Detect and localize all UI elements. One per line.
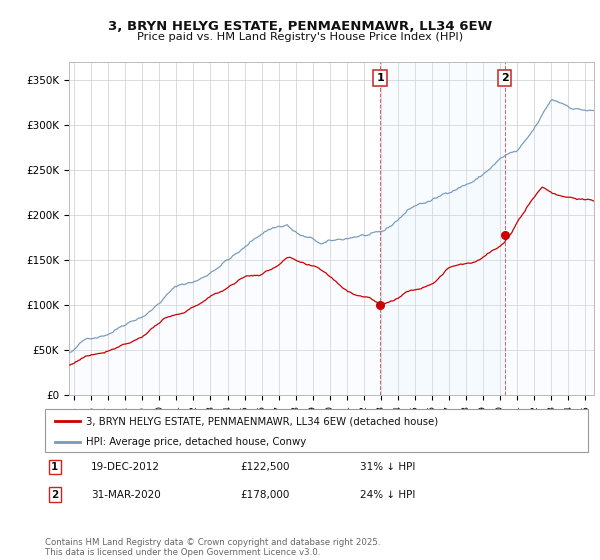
Bar — [380, 62, 505, 395]
Text: 2: 2 — [51, 489, 58, 500]
Text: Contains HM Land Registry data © Crown copyright and database right 2025.
This d: Contains HM Land Registry data © Crown c… — [45, 538, 380, 557]
Text: HPI: Average price, detached house, Conwy: HPI: Average price, detached house, Conw… — [86, 437, 306, 447]
Text: 19-DEC-2012: 19-DEC-2012 — [91, 462, 160, 472]
Text: 1: 1 — [377, 73, 384, 83]
Text: Price paid vs. HM Land Registry's House Price Index (HPI): Price paid vs. HM Land Registry's House … — [137, 32, 463, 42]
Text: 24% ↓ HPI: 24% ↓ HPI — [360, 489, 415, 500]
Text: £178,000: £178,000 — [241, 489, 290, 500]
Text: 3, BRYN HELYG ESTATE, PENMAENMAWR, LL34 6EW: 3, BRYN HELYG ESTATE, PENMAENMAWR, LL34 … — [108, 20, 492, 32]
Text: 3, BRYN HELYG ESTATE, PENMAENMAWR, LL34 6EW (detached house): 3, BRYN HELYG ESTATE, PENMAENMAWR, LL34 … — [86, 417, 438, 426]
Text: 1: 1 — [51, 462, 58, 472]
Text: £122,500: £122,500 — [241, 462, 290, 472]
Text: 2: 2 — [500, 73, 508, 83]
Text: 31-MAR-2020: 31-MAR-2020 — [91, 489, 161, 500]
Text: 31% ↓ HPI: 31% ↓ HPI — [360, 462, 415, 472]
